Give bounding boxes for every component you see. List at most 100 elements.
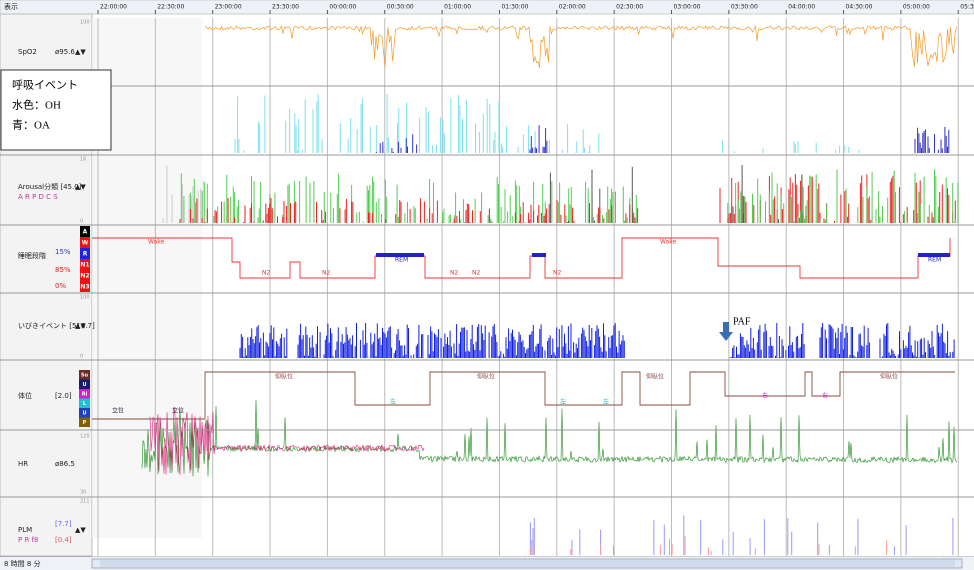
position-level-box — [79, 408, 90, 418]
stage-level-box — [80, 270, 90, 281]
position-text: 仰臥位 — [477, 373, 495, 381]
position-text: 左 — [560, 398, 566, 406]
track-label: 体位 — [18, 391, 32, 400]
signal-trace — [149, 406, 425, 475]
time-label: 01:00:00 — [444, 4, 471, 11]
stage-pct: 85% — [55, 266, 71, 274]
position-text: 立位 — [172, 407, 184, 415]
time-label: 02:00:00 — [559, 4, 586, 11]
track-label: PLM — [18, 526, 32, 534]
position-level: Ri — [82, 392, 88, 398]
position-level-box — [79, 417, 90, 427]
arousal-classes: A R P D C S — [18, 193, 58, 201]
scroll-thumb[interactable] — [100, 560, 955, 567]
time-label: 03:30:00 — [731, 4, 758, 11]
position-text: 右 — [762, 392, 768, 400]
menu[interactable]: 表示 — [4, 2, 18, 11]
scale-arrows[interactable]: ▲▼ — [75, 48, 86, 56]
rem-block — [376, 253, 424, 257]
stage-level-box — [80, 237, 90, 248]
position-level: Su — [81, 373, 89, 379]
scale-top: 120 — [80, 434, 90, 440]
time-label: 05:00:00 — [903, 4, 930, 11]
stage-text: N2 — [322, 270, 330, 277]
time-label: 01:30:00 — [501, 4, 528, 11]
time-header — [0, 0, 974, 15]
position-level-box — [79, 379, 90, 389]
stage-level: N3 — [80, 284, 89, 291]
stage-text: N2 — [472, 270, 480, 277]
scale-arrows[interactable]: ▲▼ — [75, 183, 86, 191]
scale-bottom: 30 — [80, 490, 86, 496]
time-label: 04:00:00 — [788, 4, 815, 11]
position-text: 右 — [822, 392, 828, 400]
track-label: 睡眠段階 — [18, 251, 46, 260]
legend-line: 水色：OH — [12, 98, 61, 112]
stage-level: R — [83, 251, 88, 258]
legend-title: 呼吸イベント — [12, 79, 78, 92]
rem-block — [918, 253, 950, 257]
scale-bottom: 0 — [80, 354, 83, 360]
stage-level-box — [80, 248, 90, 259]
position-text: 仰臥位 — [880, 373, 898, 381]
track-value: ø95.6 — [55, 48, 75, 56]
stage-text: Wake — [660, 239, 676, 246]
track-value: [0.4] — [55, 536, 72, 544]
track-label: SpO2 — [18, 48, 37, 56]
time-label: 22:30:00 — [157, 4, 184, 11]
plm-letters: P R f8 — [18, 536, 38, 544]
stage-pct: 15% — [55, 248, 71, 256]
signal-trace — [92, 371, 955, 420]
position-level: L — [83, 401, 87, 407]
stage-text: REM — [395, 257, 408, 264]
position-text: 立位 — [112, 407, 124, 415]
stage-text: REM — [928, 257, 941, 264]
annotation: PAF — [733, 316, 751, 327]
stage-level: A — [83, 229, 88, 236]
stage-level: N2 — [80, 273, 89, 280]
position-text: 仰臥位 — [646, 373, 664, 381]
stage-text: N2 — [553, 270, 561, 277]
scale-arrows[interactable]: ▲▼ — [75, 526, 86, 534]
stage-level: W — [82, 240, 89, 247]
track-value: ø86.5 — [55, 460, 75, 468]
annotation-arrow — [719, 322, 733, 341]
position-level: U — [82, 411, 86, 417]
position-level-box — [79, 398, 90, 408]
stage-level-box — [80, 281, 90, 292]
scale-bottom: 0 — [80, 219, 83, 225]
time-label: 02:30:00 — [616, 4, 643, 11]
time-label: 04:30:00 — [846, 4, 873, 11]
time-label: 00:00:00 — [329, 4, 356, 11]
position-level: P — [83, 420, 87, 426]
stage-text: N2 — [262, 270, 270, 277]
signal-trace — [204, 24, 957, 68]
position-level-box — [79, 370, 90, 380]
scale-top: 100 — [80, 295, 90, 301]
stage-text: Wake — [148, 239, 164, 246]
stage-level: N1 — [80, 262, 89, 269]
time-label: 23:30:00 — [272, 4, 299, 11]
track-label: Arousal分類 [45.0] — [18, 182, 82, 191]
time-label: 23:00:00 — [215, 4, 242, 11]
position-text: 仰臥位 — [275, 373, 293, 381]
legend-box — [0, 69, 112, 151]
stage-pct: 0% — [55, 282, 66, 290]
signal-trace — [141, 399, 958, 477]
scale-top: 100 — [80, 20, 90, 26]
rem-block — [532, 253, 546, 257]
track-value: [7.7] — [55, 520, 72, 528]
duration: 8 時間 8 分 — [4, 559, 41, 568]
time-label: 00:30:00 — [387, 4, 414, 11]
scale-arrows[interactable]: ▲▼ — [75, 322, 86, 330]
stage-level-box — [80, 259, 90, 270]
time-label: 05:30 — [960, 4, 974, 11]
scale-top: 211 — [80, 499, 90, 505]
position-text: 左 — [390, 398, 396, 406]
legend-line: 青：OA — [12, 119, 50, 132]
stage-level-box — [80, 226, 90, 237]
time-label: 22:00:00 — [100, 4, 127, 11]
position-text: 左 — [603, 398, 609, 406]
track-value: [2.0] — [55, 392, 72, 400]
